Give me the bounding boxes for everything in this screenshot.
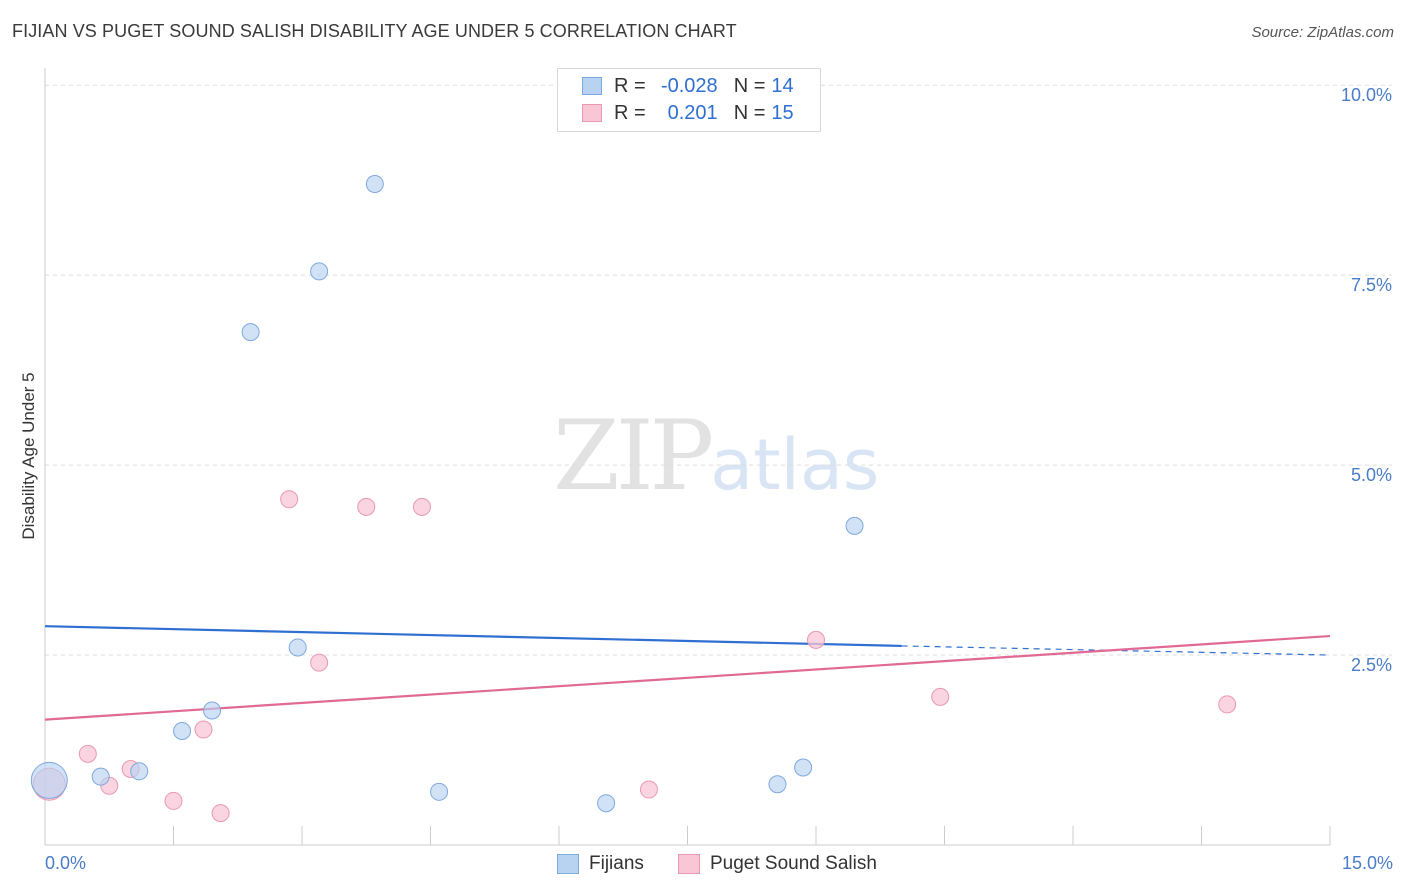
fijians-legend-swatch [557,854,579,874]
data-points [30,174,1237,823]
bottom-legend-puget: Puget Sound Salish [678,851,877,877]
fijians-legend-label: Fijians [589,853,644,874]
legend-r-value: 0.201 [667,101,718,124]
legend-n-label: N = [733,101,766,124]
y-tick-label: 10.0% [1341,85,1392,105]
fijians-point [597,794,616,813]
legend-n-label: N = [733,74,766,97]
fijians-point [768,775,787,794]
bottom-legend-fijians: Fijians [557,851,644,877]
fijians-point [91,767,110,786]
fijians-point [310,262,329,281]
fijians-point [130,762,149,781]
puget-point [164,791,183,810]
puget-point [78,744,97,763]
legend-row-puget: R = 0.201 N = 15 [582,100,794,126]
puget-legend-label: Puget Sound Salish [710,853,877,874]
fijians-point [794,758,813,777]
legend-n-value: 14 [771,74,794,97]
watermark: ZIPatlas [553,400,879,512]
y-tick-label: 2.5% [1351,655,1392,675]
fijians-point [30,761,68,799]
puget-point [807,630,825,649]
fijians-point [845,516,864,535]
watermark-atlas: atlas [710,424,880,506]
fijians-trend-line [44,625,902,648]
y-tick-label: 5.0% [1351,465,1392,485]
tick-labels: 2.5% 5.0% 7.5% 10.0% 0.0% 15.0% [45,85,1393,873]
puget-point [357,497,376,516]
fijians-swatch [582,77,602,95]
axes [44,68,1331,846]
x-tick-label: 0.0% [45,853,86,873]
puget-point [639,780,658,799]
fijians-point [203,701,222,720]
y-tick-label: 7.5% [1351,275,1392,295]
fijians-point [365,174,384,193]
legend-n-value: 15 [771,101,794,124]
puget-swatch [582,104,602,122]
puget-legend-swatch [678,854,700,874]
legend-r-label: R = [614,74,646,97]
puget-point [1218,695,1237,714]
puget-point [931,687,950,706]
chart-title: FIJIAN VS PUGET SOUND SALISH DISABILITY … [12,21,737,41]
puget-point [211,804,230,823]
puget-point [310,653,329,672]
y-axis-label: Disability Age Under 5 [19,372,38,539]
grid-lines [45,84,1392,656]
fijians-point [241,323,260,342]
puget-point [412,497,431,516]
puget-point [280,490,299,509]
puget-point [194,720,213,739]
fijians-point [430,782,449,801]
legend-row-fijians: R = -0.028 N = 14 [582,73,794,99]
watermark-zip: ZIP [553,400,714,512]
fijians-point [173,722,192,741]
source-credit: Source: ZipAtlas.com [1251,24,1394,41]
legend-r-label: R = [614,101,646,124]
fijians-point [288,638,307,657]
legend-r-value: -0.028 [660,74,718,97]
trend-lines [44,625,1331,721]
puget-trend-line [44,634,1331,721]
correlation-legend: R = -0.028 N = 14 R = 0.201 N = 15 [557,68,821,132]
x-tick-label: 15.0% [1342,853,1393,873]
